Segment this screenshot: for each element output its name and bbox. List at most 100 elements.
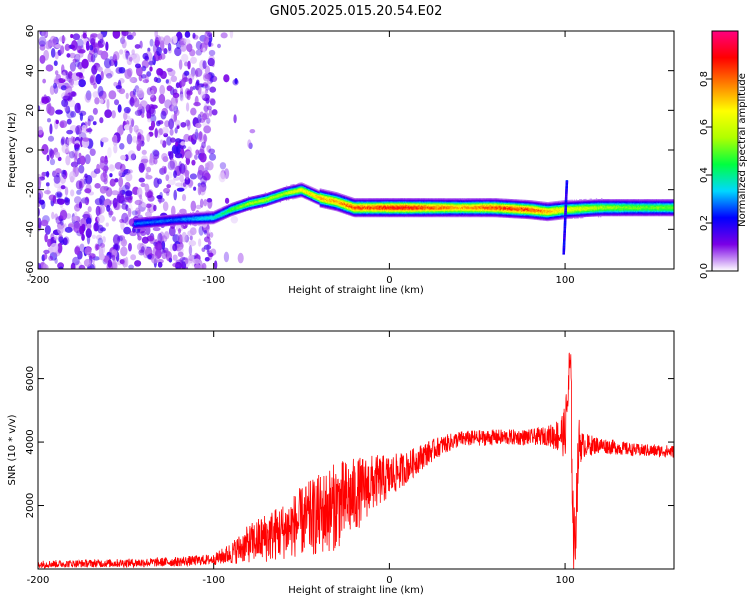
ridge-cell — [179, 222, 181, 225]
ridge-cell — [159, 222, 161, 224]
ridge-cell — [158, 218, 160, 221]
ridge-cell — [138, 217, 140, 219]
ridge-cell — [212, 216, 214, 219]
noise-blob — [111, 110, 116, 119]
ridge-cell — [192, 224, 194, 226]
ridge-cell — [199, 216, 201, 219]
noise-blob — [169, 137, 176, 143]
noise-blob — [133, 125, 139, 133]
ridge-cell — [161, 221, 163, 223]
ridge-cell — [174, 218, 176, 220]
noise-blob — [229, 31, 234, 39]
ridge-cell — [202, 219, 204, 221]
noise-blob — [126, 34, 134, 40]
ridge-cell — [186, 221, 189, 223]
noise-blob — [174, 152, 183, 159]
ridge-cell — [147, 220, 150, 222]
ridge-cell — [145, 220, 148, 223]
ridge-cell — [195, 217, 197, 220]
ridge-cell — [147, 221, 150, 223]
ridge-cell — [192, 219, 194, 221]
noise-blob — [141, 149, 147, 155]
ridge-cell — [192, 212, 194, 214]
noise-blob — [72, 58, 77, 63]
ridge-cell — [155, 220, 157, 223]
ridge-cell — [201, 220, 203, 222]
noise-blob — [208, 153, 217, 161]
noise-blob — [122, 52, 130, 60]
ridge-cell — [135, 220, 137, 223]
noise-blob — [161, 153, 168, 161]
ridge-cell — [191, 220, 193, 222]
ridge-cell — [134, 219, 136, 222]
ridge-cell — [160, 215, 162, 217]
noise-blob — [45, 182, 50, 187]
ridge-cell — [160, 218, 162, 220]
ridge-cell — [202, 218, 204, 220]
noise-blob — [120, 37, 126, 45]
ridge-cell — [150, 221, 153, 223]
ridge-cell — [150, 222, 153, 224]
noise-blob — [124, 182, 131, 190]
ridge-cell — [153, 226, 155, 228]
ridge-cell — [159, 221, 161, 223]
ridge-cell — [161, 223, 163, 225]
ridge-cell — [200, 223, 202, 225]
ridge-cell — [171, 214, 173, 216]
noise-blob — [55, 216, 63, 225]
ridge-cell — [172, 216, 174, 218]
ridge-cell — [139, 219, 141, 221]
ridge-cell — [163, 225, 165, 227]
ridge-cell — [185, 223, 188, 225]
noise-blob — [57, 242, 63, 254]
ridge-cell — [201, 211, 203, 213]
ridge-cell — [155, 224, 157, 227]
ridge-cell — [187, 222, 190, 224]
noise-blob — [185, 169, 190, 180]
ridge-cell — [175, 220, 177, 222]
ridge-cell — [173, 216, 175, 218]
ridge-cell — [186, 218, 189, 220]
ridge-cell — [212, 222, 214, 225]
ridge-cell — [159, 218, 161, 220]
ridge-cell — [164, 221, 166, 223]
noise-blob — [154, 39, 161, 47]
noise-blob — [195, 122, 202, 129]
ridge-cell — [207, 219, 210, 221]
ridge-cell — [186, 222, 189, 224]
ridge-cell — [156, 219, 158, 222]
ridge-cell — [144, 226, 146, 229]
noise-blob — [103, 198, 112, 208]
ridge-cell — [197, 213, 199, 216]
ridge-cell — [206, 220, 209, 222]
ridge-cell — [136, 217, 138, 220]
ridge-cell — [184, 221, 187, 223]
noise-blob — [70, 262, 76, 269]
ridge-cell — [165, 220, 168, 222]
ridge-cell — [200, 213, 202, 215]
noise-blob — [119, 142, 125, 150]
noise-blob — [131, 119, 135, 127]
ridge-cell — [149, 223, 152, 225]
ridge-cell — [169, 219, 172, 221]
ridge-cell — [138, 219, 140, 221]
ridge-cell — [198, 220, 200, 223]
ridge-cell — [196, 221, 198, 224]
ridge-cell — [150, 226, 153, 228]
noise-blob — [150, 94, 157, 102]
ridge-cell — [206, 221, 209, 223]
ridge-cell — [184, 219, 187, 221]
ridge-cell — [154, 216, 156, 218]
ridge-cell — [191, 223, 193, 225]
ridge-cell — [210, 223, 212, 225]
ridge-cell — [200, 217, 202, 219]
noise-blob — [71, 39, 78, 51]
ridge-cell — [197, 211, 199, 214]
ridge-cell — [199, 213, 201, 216]
ridge-cell — [201, 221, 203, 223]
noise-blob — [43, 31, 49, 39]
noise-blob — [49, 123, 53, 135]
noise-blob — [147, 47, 151, 53]
ridge-cell — [138, 220, 140, 222]
noise-blob — [166, 184, 171, 189]
